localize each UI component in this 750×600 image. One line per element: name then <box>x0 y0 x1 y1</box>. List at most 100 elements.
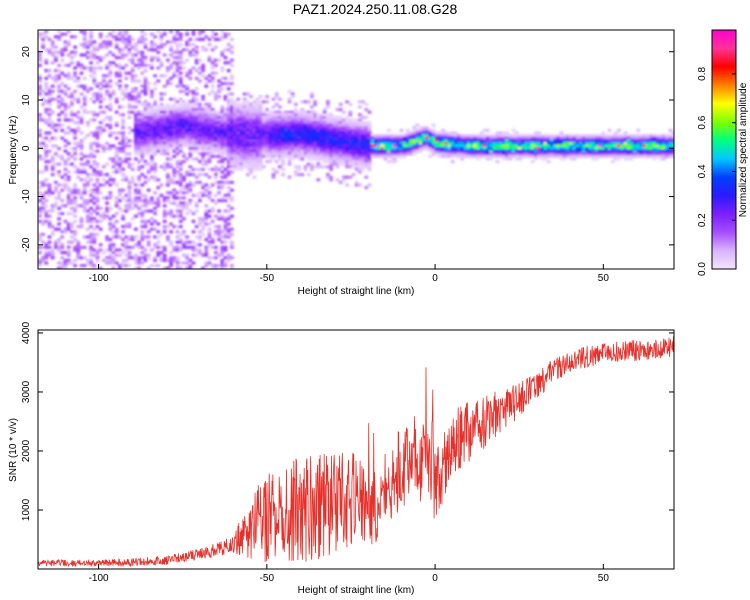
spectrogram-cell <box>54 35 58 39</box>
spectrogram-cell <box>201 232 205 236</box>
spectrogram-cell <box>226 48 231 52</box>
spectrogram-cell <box>166 258 170 262</box>
spectrogram-cell <box>361 100 365 104</box>
spectrogram-cell <box>44 178 49 182</box>
spectrogram-cell <box>233 152 237 156</box>
spectrogram-cell <box>287 89 292 93</box>
spectrogram-cell <box>502 144 506 148</box>
spectrogram-cell <box>562 144 567 148</box>
spectrogram-cell <box>38 212 42 216</box>
spectrogram-cell <box>73 214 77 218</box>
spectrogram-cell <box>313 165 317 169</box>
spectrogram-cell <box>143 209 148 213</box>
spectrogram-cell <box>188 110 193 114</box>
spectrogram-cell <box>105 105 109 109</box>
spectrogram-cell <box>178 123 183 127</box>
spectrogram-cell <box>639 144 644 148</box>
spectrogram-cell <box>274 149 279 153</box>
spectrogram-cell <box>361 131 365 135</box>
spectrogram-cell <box>303 121 308 125</box>
spectrogram-cell <box>306 141 311 145</box>
spectrogram-cell <box>329 113 333 117</box>
spectrogram-cell <box>153 43 157 47</box>
spectrogram-cell <box>92 232 97 236</box>
spectrogram-cell <box>41 196 45 200</box>
spectrogram-cell <box>70 154 74 158</box>
spectrogram-cell <box>662 147 666 151</box>
spectrogram-cell <box>255 113 260 117</box>
spectrogram-cell <box>70 235 74 239</box>
spectrogram-cell <box>60 53 65 57</box>
spectrogram-cell <box>220 87 225 91</box>
spectrogram-cell <box>185 71 189 75</box>
spectrogram-cell <box>358 167 362 171</box>
spectrogram-cell <box>175 264 180 268</box>
spectrogram-cell <box>230 162 234 166</box>
spectrogram-cell <box>95 45 100 49</box>
spectrogram-cell <box>57 193 61 197</box>
spectrogram-cell <box>121 209 125 213</box>
spectrogram-cell <box>290 139 295 143</box>
spectrogram-cell <box>162 105 167 109</box>
spectrogram-cell <box>210 147 215 151</box>
spectrogram-cell <box>60 264 65 268</box>
spectrogram-cell <box>143 256 148 260</box>
spectrogram-cell <box>498 152 503 156</box>
spectrogram-cell <box>626 139 631 143</box>
spectrogram-cell <box>322 118 327 122</box>
spectrogram-cell <box>546 136 551 140</box>
spectrogram-cell <box>54 79 58 83</box>
spectrogram-cell <box>239 157 244 161</box>
spectrogram-cell <box>38 134 42 138</box>
spectrogram-cell <box>230 113 234 117</box>
spectrogram-cell <box>98 173 103 177</box>
spectrogram-cell <box>140 136 145 140</box>
spectrogram-cell <box>198 115 202 119</box>
spectrogram-cell <box>342 123 346 127</box>
spectrogram-cell <box>415 131 420 135</box>
spectrogram-cell <box>326 152 330 156</box>
spectrogram-cell <box>178 43 183 47</box>
spectrogram-cell <box>159 136 164 140</box>
spectrogram-cell <box>441 152 445 156</box>
spectrogram-cell <box>294 149 298 153</box>
spectrogram-cell <box>614 134 618 138</box>
spectrogram-cell <box>159 131 164 135</box>
spectrogram-cell <box>185 118 189 122</box>
spectrogram-cell <box>281 149 285 153</box>
spectrogram-cell <box>38 92 42 96</box>
spectrogram-cell <box>166 196 170 200</box>
spectrogram-cell <box>41 232 45 236</box>
spectrogram-cell <box>204 123 209 127</box>
spectrogram-cell <box>130 87 135 91</box>
spectrogram-cell <box>63 186 68 190</box>
spectrogram-cell <box>44 199 49 203</box>
spectrogram-cell <box>182 141 186 145</box>
spectrogram-cell <box>242 100 247 104</box>
spectrogram-cell <box>300 152 305 156</box>
spectrogram-cell <box>60 71 65 75</box>
spectrogram-cell <box>134 87 138 91</box>
spectrogram-cell <box>121 40 125 44</box>
spectrogram-cell <box>66 253 71 257</box>
spectrogram-cell <box>73 128 77 132</box>
spectrogram-cell <box>127 35 132 39</box>
spectrogram-cell <box>210 149 215 153</box>
spectrogram-cell <box>178 50 183 54</box>
spectrogram-cell <box>662 139 666 143</box>
spectrogram-cell <box>326 147 330 151</box>
spectrogram-cell <box>345 139 349 143</box>
spectrogram-cell <box>198 131 202 135</box>
spectrogram-cell <box>185 188 189 192</box>
spectrogram-cell <box>153 56 157 60</box>
spectrogram-cell <box>98 82 103 86</box>
spectrogram-cell <box>194 139 199 143</box>
spectrogram-cell <box>217 84 221 88</box>
spectrogram-cell <box>409 136 413 140</box>
spectrogram-cell <box>143 56 148 60</box>
spectrogram-cell <box>230 149 234 153</box>
spectrogram-cell <box>290 154 295 158</box>
spectrogram-cell <box>527 152 532 156</box>
spectrogram-cell <box>166 266 170 269</box>
spectrogram-cell <box>242 110 247 114</box>
